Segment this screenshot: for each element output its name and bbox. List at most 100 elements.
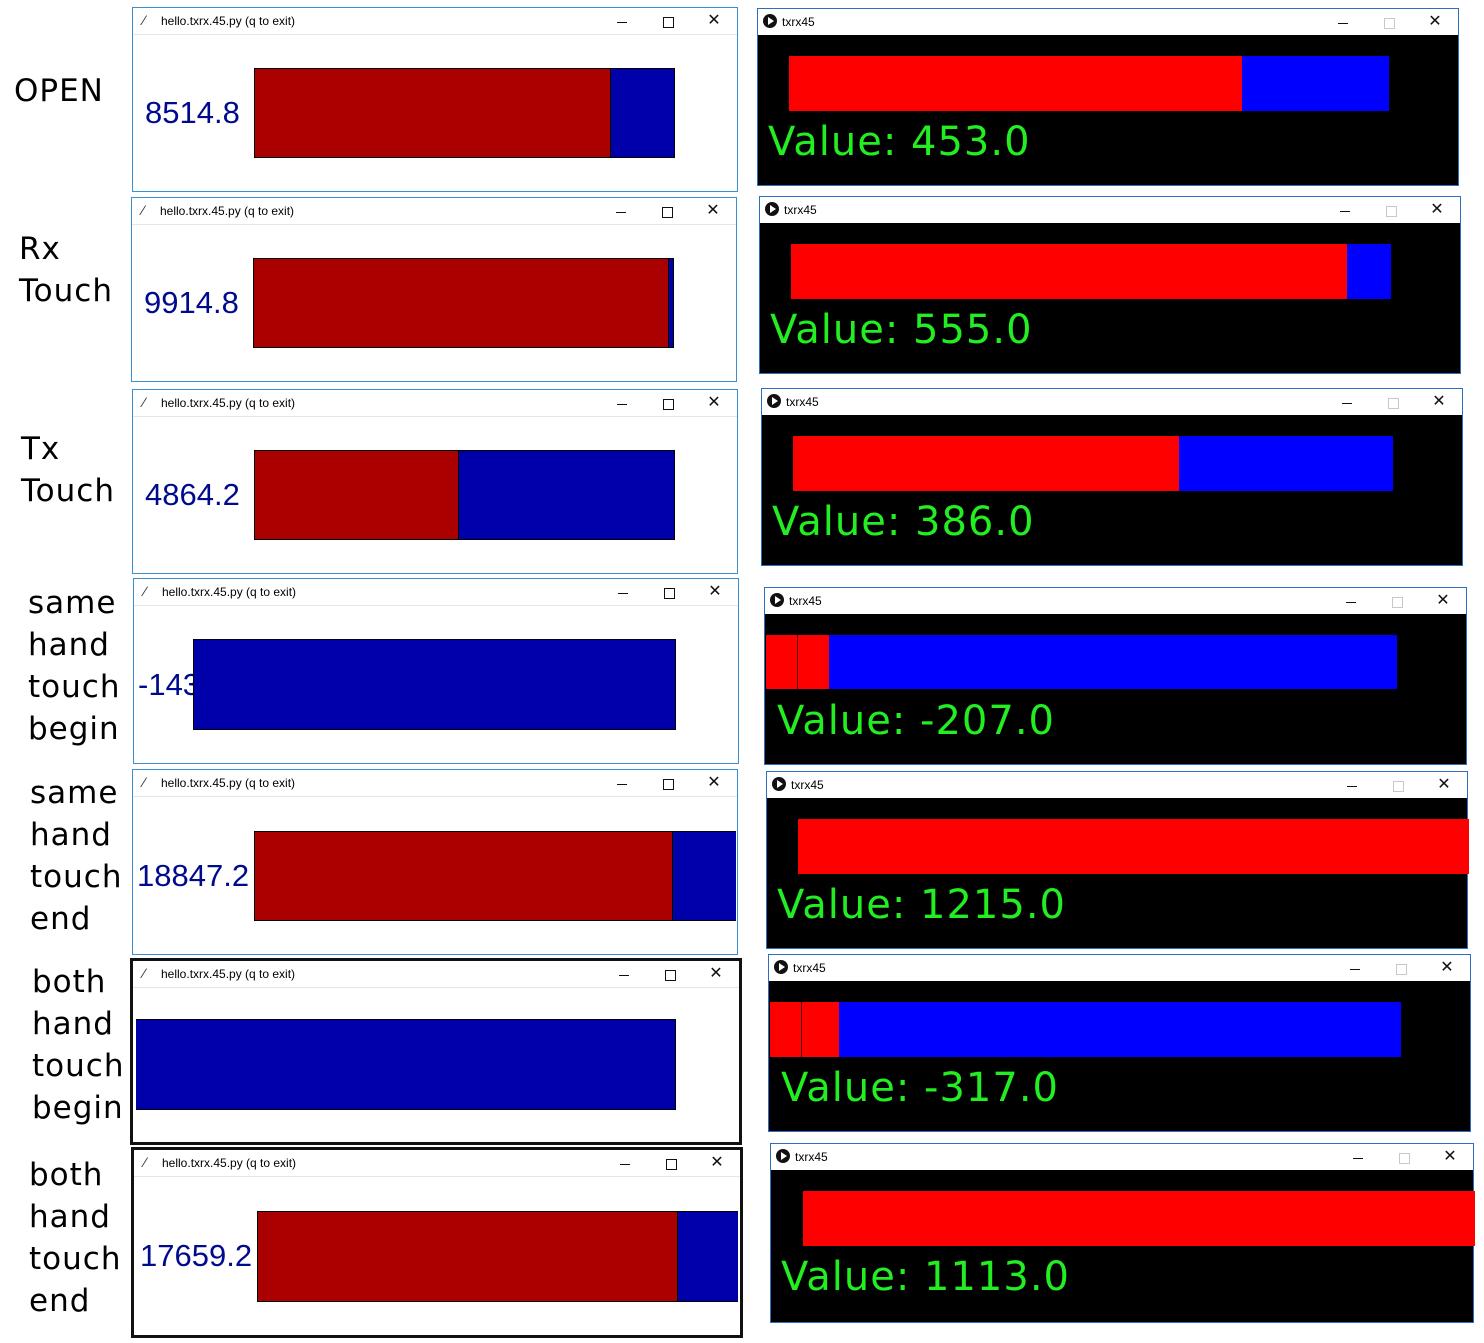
- title-bar[interactable]: txrx45 ✕: [760, 197, 1460, 223]
- minimize-button[interactable]: [599, 8, 645, 34]
- maximize-button: [1378, 955, 1424, 981]
- close-button[interactable]: ✕: [1440, 959, 1454, 976]
- pg-window: txrx45 ✕ Value: 555.0: [759, 196, 1461, 374]
- row-label-both-hand-end: both hand touch end: [29, 1157, 122, 1319]
- close-button[interactable]: ✕: [708, 583, 722, 600]
- maximize-button[interactable]: [645, 8, 691, 34]
- minimize-button[interactable]: [1335, 1144, 1381, 1170]
- minimize-button[interactable]: [600, 579, 646, 605]
- feather-icon: ⁄: [143, 394, 146, 410]
- minimize-button[interactable]: [602, 1150, 648, 1176]
- bar-red-segment: [789, 56, 1242, 111]
- feather-icon: ⁄: [144, 583, 147, 599]
- window-title: hello.txrx.45.py (q to exit): [162, 585, 297, 599]
- title-bar[interactable]: txrx45 ✕: [765, 588, 1466, 614]
- bar-red-segment: [255, 69, 611, 157]
- feather-icon: ⁄: [143, 965, 146, 981]
- close-button[interactable]: ✕: [1443, 1148, 1457, 1165]
- minimize-button[interactable]: [1322, 197, 1368, 223]
- minimize-button[interactable]: [1328, 588, 1374, 614]
- close-button[interactable]: ✕: [707, 394, 721, 411]
- maximize-button[interactable]: [646, 579, 692, 605]
- title-bar[interactable]: ⁄ hello.txrx.45.py (q to exit) ✕: [133, 8, 737, 35]
- maximize-button[interactable]: [648, 1150, 694, 1176]
- minimize-button[interactable]: [598, 198, 644, 224]
- app-icon: [765, 202, 779, 216]
- maximize-button[interactable]: [645, 770, 691, 796]
- value-readout: Value: 555.0: [770, 307, 1033, 353]
- bar-divider: [801, 1002, 802, 1057]
- maximize-button: [1375, 772, 1421, 798]
- level-bar: [798, 819, 1469, 874]
- row-label-both-hand-begin: both hand touch begin: [32, 964, 125, 1126]
- maximize-button[interactable]: [645, 390, 691, 416]
- minimize-button[interactable]: [599, 390, 645, 416]
- minimize-button[interactable]: [599, 770, 645, 796]
- title-bar[interactable]: ⁄ hello.txrx.45.py (q to exit) ✕: [133, 961, 739, 988]
- minimize-icon: [1353, 1157, 1363, 1159]
- readout-value: 4864.2: [145, 477, 240, 512]
- minimize-icon: [1346, 601, 1356, 603]
- maximize-icon: [1387, 397, 1399, 409]
- maximize-icon: [664, 969, 676, 981]
- maximize-icon: [662, 16, 674, 28]
- tk-window: ⁄ hello.txrx.45.py (q to exit) ✕ -143: [133, 578, 739, 764]
- level-bar: [791, 244, 1391, 299]
- close-button[interactable]: ✕: [1436, 592, 1450, 609]
- title-bar[interactable]: txrx45 ✕: [771, 1144, 1473, 1170]
- maximize-icon: [1392, 780, 1404, 792]
- minimize-button[interactable]: [1320, 9, 1366, 35]
- maximize-button[interactable]: [644, 198, 690, 224]
- close-button[interactable]: ✕: [1430, 201, 1444, 218]
- title-bar[interactable]: ⁄ hello.txrx.45.py (q to exit) ✕: [132, 198, 736, 225]
- title-bar[interactable]: txrx45 ✕: [762, 389, 1462, 415]
- level-bar: [254, 831, 736, 921]
- maximize-button: [1368, 197, 1414, 223]
- window-title: txrx45: [782, 15, 815, 29]
- close-button[interactable]: ✕: [707, 774, 721, 791]
- level-bar: [257, 1211, 738, 1302]
- pg-window: txrx45 ✕ Value: -317.0: [768, 954, 1471, 1132]
- minimize-button[interactable]: [1332, 955, 1378, 981]
- close-button[interactable]: ✕: [1428, 13, 1442, 30]
- title-bar[interactable]: ⁄ hello.txrx.45.py (q to exit) ✕: [133, 770, 737, 797]
- title-bar[interactable]: ⁄ hello.txrx.45.py (q to exit) ✕: [133, 390, 737, 417]
- bar-blue-segment: [194, 640, 675, 729]
- minimize-button[interactable]: [601, 961, 647, 987]
- bar-red-segment: [798, 819, 1469, 874]
- readout-value: -143: [138, 667, 201, 702]
- minimize-button[interactable]: [1329, 772, 1375, 798]
- minimize-button[interactable]: [1324, 389, 1370, 415]
- title-bar[interactable]: txrx45 ✕: [758, 9, 1458, 35]
- close-button[interactable]: ✕: [709, 965, 723, 982]
- close-button[interactable]: ✕: [706, 202, 720, 219]
- feather-icon: ⁄: [144, 1154, 147, 1170]
- minimize-icon: [1350, 968, 1360, 970]
- maximize-button[interactable]: [647, 961, 693, 987]
- window-title: hello.txrx.45.py (q to exit): [161, 396, 296, 410]
- minimize-icon: [617, 783, 627, 785]
- app-icon: [767, 394, 781, 408]
- readout-value: 8514.8: [145, 95, 240, 130]
- minimize-icon: [616, 211, 626, 213]
- tk-window: ⁄ hello.txrx.45.py (q to exit) ✕: [130, 958, 742, 1145]
- title-bar[interactable]: ⁄ hello.txrx.45.py (q to exit) ✕: [134, 579, 738, 606]
- app-icon: [774, 960, 788, 974]
- app-icon: [763, 14, 777, 28]
- title-bar[interactable]: txrx45 ✕: [767, 772, 1467, 798]
- title-bar[interactable]: ⁄ hello.txrx.45.py (q to exit) ✕: [134, 1150, 740, 1177]
- pg-window: txrx45 ✕ Value: 1215.0: [766, 771, 1469, 949]
- close-button[interactable]: ✕: [1437, 776, 1451, 793]
- title-bar[interactable]: txrx45 ✕: [769, 955, 1470, 981]
- maximize-button: [1370, 389, 1416, 415]
- window-title: hello.txrx.45.py (q to exit): [161, 967, 296, 981]
- close-button[interactable]: ✕: [710, 1154, 724, 1171]
- pg-window: txrx45 ✕ Value: -207.0: [764, 587, 1467, 765]
- app-icon: [776, 1149, 790, 1163]
- level-bar: [253, 258, 674, 348]
- minimize-icon: [617, 21, 627, 23]
- close-button[interactable]: ✕: [707, 12, 721, 29]
- close-button[interactable]: ✕: [1432, 393, 1446, 410]
- window-title: txrx45: [795, 1150, 828, 1164]
- maximize-button: [1381, 1144, 1427, 1170]
